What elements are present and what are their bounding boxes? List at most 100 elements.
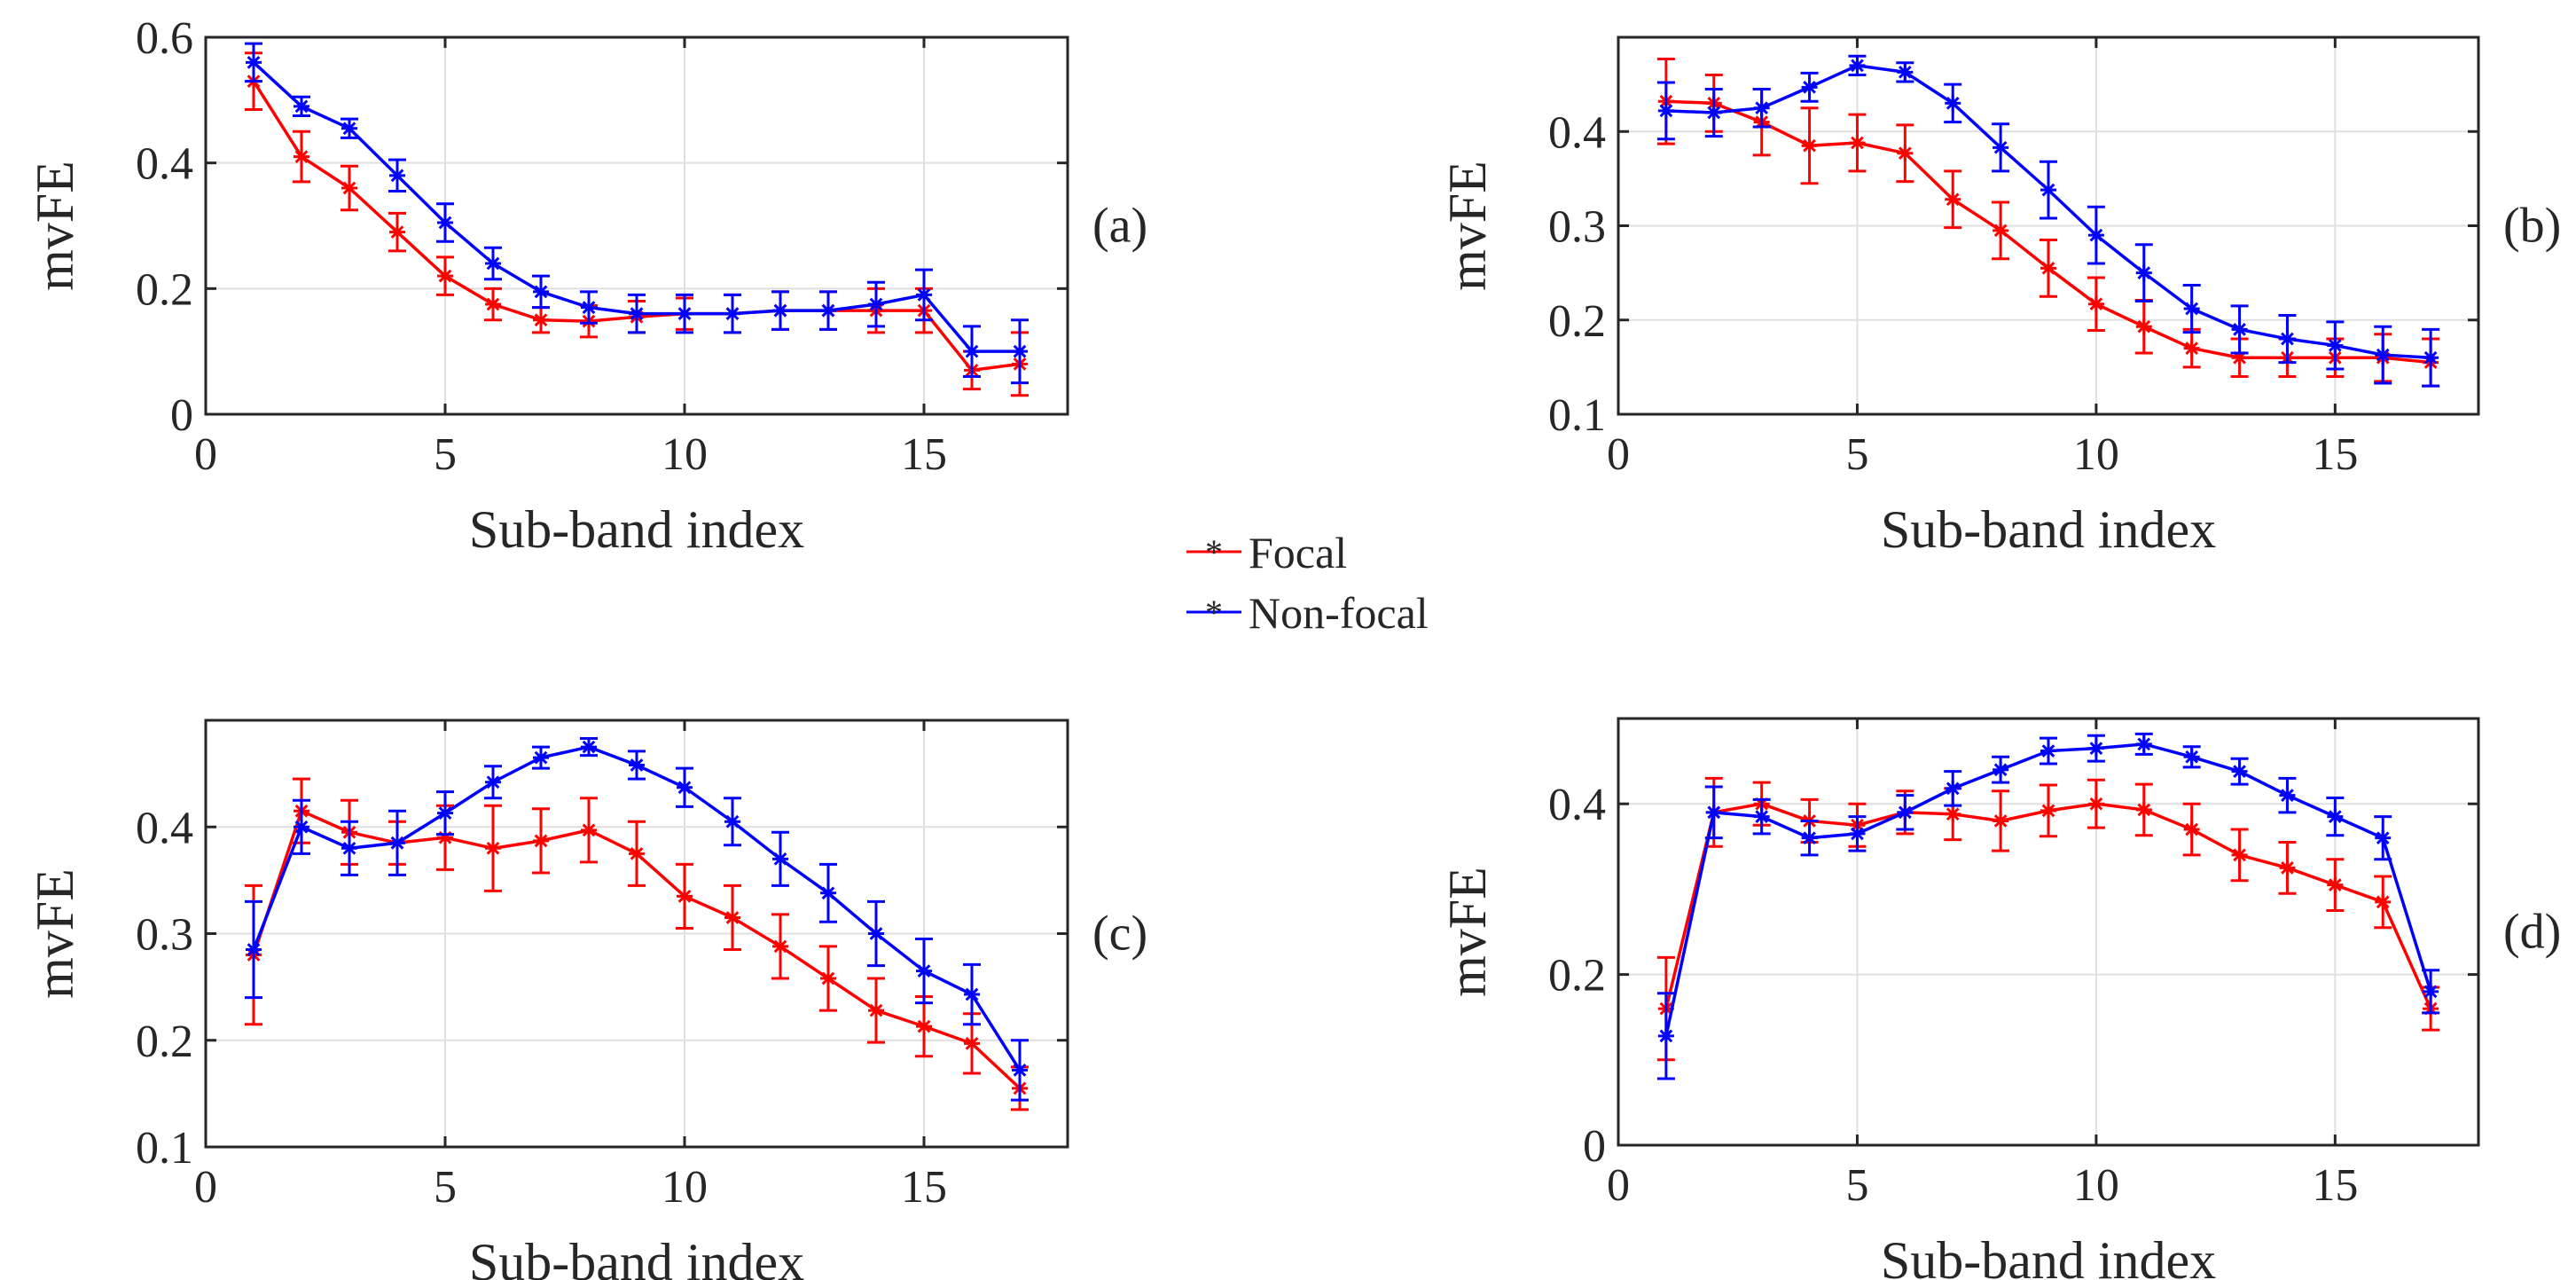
data-point <box>485 773 501 790</box>
marker-stroke <box>1803 80 1816 94</box>
x-tick-label: 0 <box>1607 429 1630 480</box>
data-point <box>294 819 309 836</box>
data-point <box>2375 893 2392 910</box>
data-point <box>485 296 501 313</box>
y-tick-label: 0.4 <box>136 139 193 190</box>
data-point <box>772 302 788 319</box>
series-nonfocal <box>245 42 1029 385</box>
data-point <box>533 750 549 766</box>
marker-stroke <box>486 775 500 789</box>
data-point <box>1849 57 1866 74</box>
marker-stroke <box>1803 831 1816 845</box>
marker-stroke <box>1993 814 2008 828</box>
series-nonfocal <box>245 736 1029 1102</box>
data-point <box>1945 805 1961 822</box>
y-axis-label: mvFE <box>1438 161 1497 291</box>
data-point <box>341 120 357 137</box>
marker-stroke <box>821 886 835 900</box>
marker-stroke <box>342 181 356 195</box>
marker-stroke <box>2376 831 2390 845</box>
data-point <box>533 283 549 300</box>
data-point <box>868 1002 884 1019</box>
data-point <box>581 821 597 838</box>
marker-stroke <box>2089 297 2103 311</box>
data-point <box>629 845 645 862</box>
data-point <box>1657 1027 1674 1044</box>
marker-stroke <box>725 307 740 321</box>
marker-stroke <box>2376 895 2390 909</box>
marker-stroke <box>965 344 979 358</box>
marker-stroke <box>534 834 548 848</box>
marker-stroke <box>247 943 261 956</box>
marker-stroke <box>1851 59 1864 73</box>
marker-stroke <box>917 288 931 302</box>
x-tick-label: 15 <box>2312 429 2358 480</box>
data-point <box>677 888 693 905</box>
marker-stroke <box>869 927 883 940</box>
y-tick-label: 0.6 <box>136 13 193 64</box>
axes-box <box>1617 717 2480 1147</box>
data-point <box>581 739 597 756</box>
y-tick-label: 0.2 <box>1548 296 1606 347</box>
marker-stroke <box>342 122 356 136</box>
y-tick-label: 0.2 <box>136 264 193 315</box>
data-point <box>1993 139 2009 156</box>
marker-stroke <box>2376 348 2390 362</box>
marker-stroke <box>869 297 883 311</box>
x-tick-label: 15 <box>2312 1160 2358 1211</box>
marker-stroke <box>869 1003 883 1017</box>
marker-stroke <box>582 301 596 314</box>
data-point <box>294 98 309 114</box>
marker-stroke <box>2281 332 2294 346</box>
data-point <box>1705 105 1722 121</box>
marker-stroke <box>630 846 644 860</box>
data-point <box>2183 749 2200 766</box>
legend-nonfocal-marker: * <box>1205 593 1223 632</box>
data-point <box>389 167 405 184</box>
subplot-a: 0 5 10 15 0 0.2 0.4 0.6 Sub-band index mvFE (a) <box>26 13 1147 559</box>
marker-stroke <box>2328 810 2342 823</box>
marker-stroke <box>2137 319 2151 334</box>
data-point <box>2040 742 2056 759</box>
data-point <box>2423 349 2439 366</box>
marker-stroke <box>917 1019 931 1033</box>
y-tick-label: 0.1 <box>1548 390 1606 441</box>
data-point <box>2087 295 2104 312</box>
series-focal <box>1656 57 2440 388</box>
series-line <box>1665 99 2431 365</box>
x-tick-label: 5 <box>1845 1160 1868 1211</box>
marker-stroke <box>965 1036 979 1050</box>
data-point <box>1993 813 2009 829</box>
subplot-d: 0 5 10 15 0 0.2 0.4 Sub-band index mvFE (d) <box>1438 717 2561 1280</box>
data-point <box>485 840 501 857</box>
marker-stroke <box>1755 810 1769 823</box>
marker-stroke <box>677 307 692 321</box>
data-point <box>772 938 788 954</box>
data-point <box>2135 318 2152 335</box>
data-point <box>1753 99 1770 116</box>
data-point <box>1945 95 1961 112</box>
data-point <box>724 909 740 926</box>
data-point <box>724 813 740 830</box>
y-tick-label: 0.4 <box>136 803 193 853</box>
data-point <box>2231 846 2248 863</box>
data-point <box>2183 301 2200 317</box>
marker-stroke <box>2089 797 2103 811</box>
y-tick-label: 0.3 <box>136 910 193 961</box>
x-tick-label: 5 <box>1845 429 1868 480</box>
marker-stroke <box>1707 805 1721 820</box>
marker-stroke <box>2041 183 2055 197</box>
marker-stroke <box>2185 342 2199 355</box>
legend-focal-label: Focal <box>1249 528 1347 577</box>
marker-stroke <box>2328 878 2342 891</box>
data-point <box>2040 260 2056 277</box>
marker-stroke <box>294 150 309 163</box>
data-point <box>341 180 357 196</box>
marker-stroke <box>2328 339 2342 352</box>
axes-box <box>204 35 1069 416</box>
data-point <box>294 148 309 165</box>
marker-stroke <box>1993 224 2008 238</box>
data-point <box>868 925 884 942</box>
data-point <box>629 305 645 322</box>
